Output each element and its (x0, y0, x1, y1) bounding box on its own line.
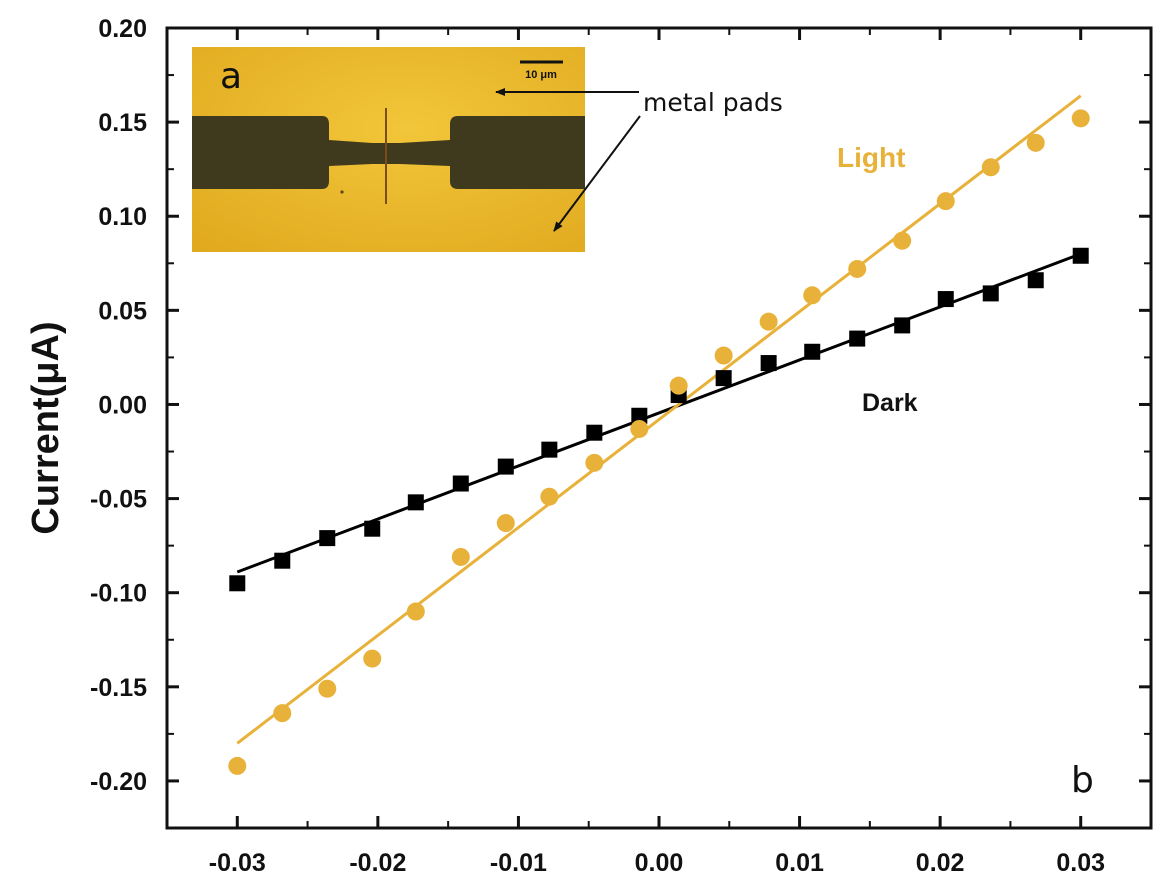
dark-label: Dark (862, 389, 918, 417)
x-tick-label: 0.03 (1056, 849, 1105, 877)
y-tick-labels: 0.20 0.15 0.10 0.05 0.00 -0.05 -0.10 -0.15 -0.20 (90, 15, 147, 796)
y-tick-label: 0.00 (98, 391, 147, 419)
light-point (893, 231, 912, 250)
light-point (540, 487, 559, 506)
light-point (496, 514, 515, 533)
dark-point (849, 330, 866, 347)
light-point (936, 192, 955, 211)
panel-letter-a: a (220, 56, 242, 97)
light-label: Light (837, 142, 905, 173)
dark-point (982, 285, 999, 302)
x-tick-label: 0.02 (916, 849, 965, 877)
x-tick-label: 0.00 (635, 849, 684, 877)
light-point (228, 756, 247, 775)
dark-point (452, 475, 469, 492)
dark-point (274, 552, 291, 569)
light-point (630, 419, 649, 438)
light-point (451, 547, 470, 566)
x-tick-label: -0.02 (349, 849, 406, 877)
inset-micrograph: a 10 μm (192, 47, 585, 252)
light-point (714, 346, 733, 365)
dark-point (631, 407, 648, 424)
light-point (803, 286, 822, 305)
dark-point (497, 458, 514, 475)
panel-letter-b: b (1071, 760, 1094, 801)
light-point (981, 158, 1000, 177)
dark-point (541, 441, 558, 458)
x-tick-label: -0.03 (209, 849, 266, 877)
y-tick-label: -0.05 (90, 486, 147, 514)
x-tick-labels: -0.03 -0.02 -0.01 0.00 0.01 0.02 0.03 (209, 849, 1105, 877)
light-point (273, 704, 292, 723)
dark-point (760, 355, 777, 372)
dark-point (229, 575, 246, 592)
dark-point (407, 494, 424, 511)
dark-point (1072, 247, 1089, 264)
x-tick-label: 0.01 (775, 849, 824, 877)
dark-point (364, 520, 381, 537)
y-tick-label: 0.05 (98, 297, 147, 325)
dark-point (319, 530, 336, 547)
series-layer (228, 94, 1090, 775)
light-point (363, 649, 382, 668)
light-point (585, 453, 604, 472)
y-tick-label: -0.10 (90, 580, 147, 608)
metal-pads-label: metal pads (643, 88, 783, 117)
dark-fit-line (236, 252, 1082, 574)
dark-point (715, 370, 732, 387)
dark-point (1027, 272, 1044, 289)
dark-point (804, 343, 821, 360)
y-tick-label: 0.10 (98, 203, 147, 231)
left-metal-pad (192, 116, 372, 189)
y-axis-title: Current(μA) (25, 321, 67, 534)
light-point (669, 376, 688, 395)
x-tick-label: -0.01 (490, 849, 547, 877)
light-point (318, 679, 337, 698)
arrow-to-bottom-pad (553, 115, 641, 232)
light-point (1026, 133, 1045, 152)
dark-point (894, 317, 911, 334)
y-tick-label: 0.20 (98, 15, 147, 43)
dark-point (586, 424, 603, 441)
light-point (406, 602, 425, 621)
light-point (848, 259, 867, 278)
dark-point (937, 291, 954, 308)
y-tick-label: -0.15 (90, 674, 147, 702)
scale-bar-label: 10 μm (525, 69, 557, 81)
light-point (1071, 109, 1090, 128)
right-metal-pad (400, 116, 585, 189)
debris-dot (340, 190, 344, 194)
axis-ticks (166, 26, 1152, 829)
y-tick-label: -0.20 (90, 768, 147, 796)
light-point (759, 312, 778, 331)
y-tick-label: 0.15 (98, 109, 147, 137)
